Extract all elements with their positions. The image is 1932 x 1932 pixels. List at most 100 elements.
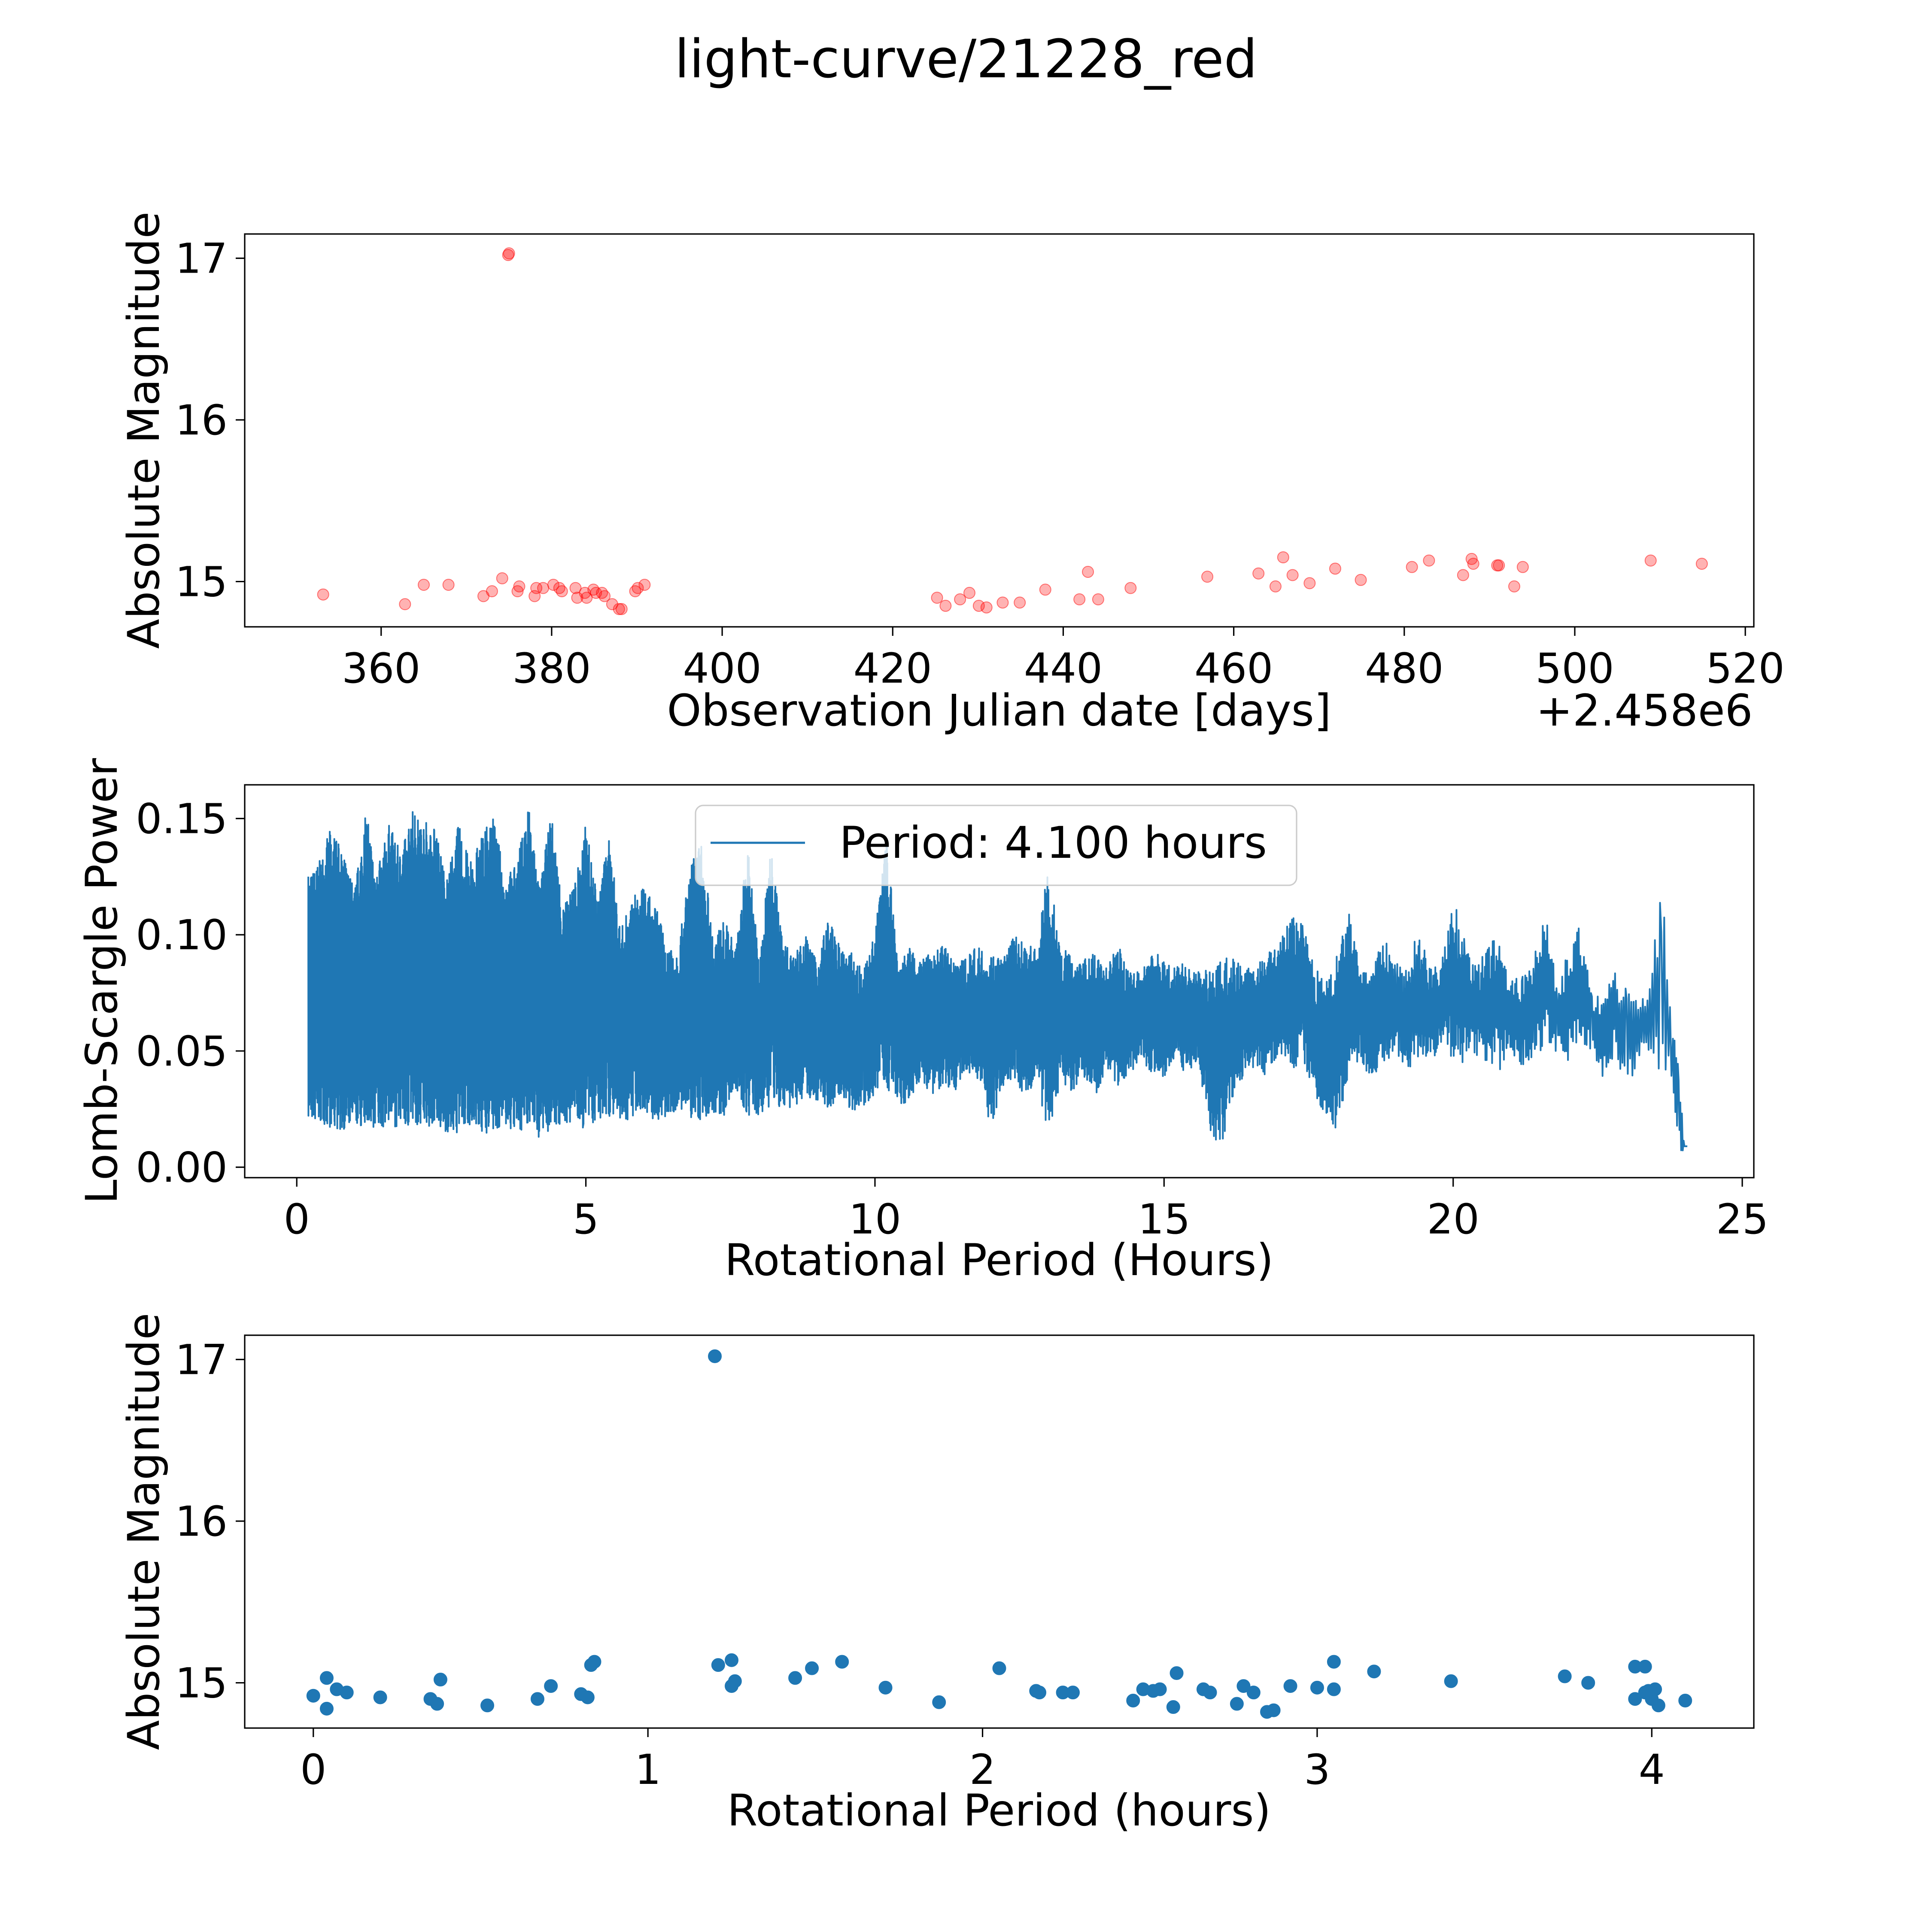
data-point [530, 582, 543, 594]
data-point [1203, 1686, 1217, 1700]
data-point [1327, 1682, 1341, 1696]
x-tick-label: 380 [512, 644, 591, 693]
light-curve-offset-text: +2.458e6 [1536, 685, 1753, 736]
data-point [1444, 1674, 1458, 1688]
y-tick-label: 15 [175, 558, 228, 606]
x-tick-label: 4 [1639, 1746, 1665, 1794]
light-curve-y-label: Absolute Magnitude [118, 212, 170, 649]
periodogram-legend: Period: 4.100 hours [695, 805, 1297, 886]
data-point [486, 585, 498, 598]
data-point [1406, 561, 1418, 573]
data-point [878, 1680, 893, 1695]
data-point [1508, 580, 1520, 592]
data-point [708, 1349, 722, 1363]
periodogram-x-ticks: 0 5 10 15 20 25 [284, 1178, 1768, 1243]
x-tick-label: 25 [1716, 1195, 1768, 1243]
data-point [1465, 553, 1478, 565]
data-point [939, 600, 952, 612]
data-point [1303, 577, 1316, 589]
data-point [1457, 569, 1469, 581]
data-point [1082, 565, 1094, 578]
data-point [1423, 554, 1435, 567]
data-point [1230, 1697, 1244, 1711]
x-tick-label: 480 [1365, 644, 1443, 693]
data-point [1267, 1703, 1281, 1717]
data-point [442, 579, 455, 591]
data-point [598, 590, 611, 602]
x-tick-label: 0 [284, 1195, 310, 1243]
x-tick-label: 15 [1138, 1195, 1190, 1243]
periodogram-line-group [307, 811, 1688, 1151]
data-point [1367, 1665, 1381, 1679]
data-point [513, 580, 526, 592]
data-point [1695, 558, 1708, 570]
data-point [480, 1698, 495, 1713]
light-curve-x-label: Observation Julian date [days] [667, 685, 1331, 736]
data-point [615, 603, 628, 615]
data-point [580, 592, 593, 604]
x-tick-label: 20 [1427, 1195, 1479, 1243]
phase-folded-axes-frame [244, 1334, 1755, 1729]
data-point [1329, 562, 1341, 575]
y-tick-label: 17 [175, 234, 228, 283]
data-point [980, 601, 993, 614]
data-point [613, 603, 625, 615]
data-point [1581, 1676, 1595, 1690]
data-point [1558, 1669, 1572, 1683]
periodogram-axes-frame [244, 784, 1755, 1179]
data-point [1516, 561, 1529, 573]
data-point [1648, 1682, 1662, 1696]
light-curve-axes-frame [244, 233, 1755, 628]
x-tick-label: 520 [1706, 644, 1785, 693]
x-tick-label: 2 [969, 1746, 996, 1794]
x-tick-label: 500 [1535, 644, 1614, 693]
data-point [511, 585, 524, 598]
data-point [1014, 596, 1026, 609]
data-point [1283, 1679, 1297, 1693]
x-tick-label: 460 [1194, 644, 1273, 693]
data-point [1286, 569, 1299, 581]
x-tick-label: 360 [342, 644, 420, 693]
data-point [1066, 1686, 1080, 1700]
data-point [1201, 571, 1214, 583]
y-tick-label: 0.15 [136, 795, 228, 843]
data-point [544, 1679, 558, 1693]
data-point [430, 1697, 444, 1711]
data-point [569, 582, 582, 594]
data-point [1039, 583, 1051, 596]
legend-box [695, 805, 1297, 886]
data-point [1355, 574, 1367, 586]
phase-folded-x-ticks: 0 1 2 3 4 [300, 1728, 1665, 1794]
data-point [1628, 1692, 1642, 1706]
data-point [972, 600, 985, 612]
data-point [1644, 554, 1657, 567]
data-point [1638, 1659, 1652, 1674]
data-point [835, 1655, 849, 1669]
data-point [1310, 1680, 1324, 1695]
y-tick-label: 15 [175, 1659, 228, 1707]
data-point [606, 598, 618, 611]
data-point [1124, 582, 1137, 594]
data-point [319, 1701, 334, 1716]
legend-label: Period: 4.100 hours [839, 817, 1267, 869]
data-point [1092, 593, 1104, 605]
data-point [1277, 551, 1289, 564]
phase-folded-y-ticks: 15 16 17 [175, 1336, 245, 1707]
data-point [1678, 1693, 1692, 1707]
data-point [996, 596, 1009, 609]
data-point [306, 1689, 320, 1703]
data-point [1467, 558, 1479, 570]
data-point [547, 579, 559, 591]
data-point [556, 585, 568, 598]
data-point [530, 1692, 544, 1706]
light-curve-points [317, 247, 1708, 615]
data-point [954, 593, 966, 605]
data-point [1166, 1700, 1180, 1714]
y-tick-label: 17 [175, 1336, 228, 1384]
data-point [1153, 1682, 1167, 1696]
data-point [788, 1671, 802, 1685]
light-curve-y-ticks: 15 16 17 [175, 234, 245, 606]
phase-folded-x-label: Rotational Period (hours) [727, 1785, 1271, 1836]
y-tick-label: 0.00 [136, 1144, 228, 1192]
